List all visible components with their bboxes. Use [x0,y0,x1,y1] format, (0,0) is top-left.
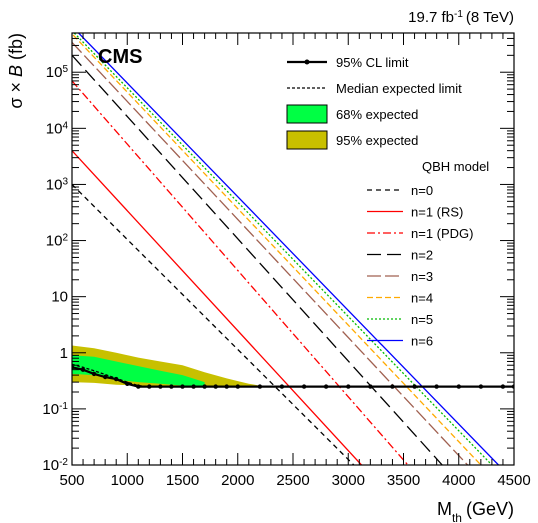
cms-label: CMS [98,46,142,68]
x-tick-label: 3000 [332,472,365,489]
legend-label: 95% CL limit [336,55,409,70]
legend-label: 95% expected [336,133,418,148]
observed-point [235,384,240,389]
legend-curve-label: n=1 (RS) [411,205,463,220]
observed-point [323,384,329,389]
legend-label: 68% expected [336,107,418,122]
y-axis-title: σ × B (fb) [6,33,26,109]
observed-point [346,384,351,389]
observed-point [368,384,373,389]
x-tick-label: 1500 [166,472,199,489]
curve-n-6 [78,33,499,465]
legend-observed-marker [304,59,310,65]
observed-point [91,371,97,377]
legend-curve-label: n=6 [411,334,433,349]
lumi-label: 19.7 fb-1 (8 TeV) [408,9,514,27]
legend-label: Median expected limit [336,81,462,96]
legend-curve-label: n=4 [411,291,433,306]
legend-curve-label: n=1 (PDG) [411,226,474,241]
legend-band68-swatch [286,104,328,124]
x-tick-label: 4500 [497,472,530,489]
observed-point [180,384,185,389]
observed-point [301,384,307,389]
curve-n-3 [72,41,469,465]
observed-point [80,367,86,372]
band-68-expected [72,355,205,387]
curve-n-5 [73,33,493,465]
observed-point [257,384,263,389]
legend-curve-label: n=3 [411,269,433,284]
expected-limit-line [72,363,514,388]
observed-point [412,384,417,389]
x-tick-label: 2000 [221,472,254,489]
legend-curve-label: n=2 [411,248,433,263]
observed-point [434,384,439,389]
observed-point [114,376,119,382]
legend-curve-label: n=0 [411,183,433,198]
curve-n-1-pdg- [72,80,409,465]
y-tick-label: 102 [46,232,69,250]
y-tick-label: 10-1 [42,400,68,418]
legend-band95-swatch [286,130,328,150]
x-tick-label: 1000 [111,472,144,489]
y-tick-label: 103 [46,176,69,194]
curve-n-0 [72,183,355,465]
curve-n-1-rs- [72,150,362,465]
legend-curve-label: n=5 [411,312,433,327]
observed-point [213,384,218,389]
observed-point [390,384,395,389]
curve-n-2 [72,54,443,465]
x-tick-label: 3500 [387,472,420,489]
observed-point [136,384,141,389]
observed-point [191,384,196,389]
plot-frame [71,32,515,466]
observed-point [478,384,484,389]
observed-point [202,384,207,389]
y-tick-label: 104 [46,120,69,138]
x-axis-title: Mth (GeV) [437,499,514,523]
observed-point [103,374,108,380]
x-tick-label: 2500 [276,472,309,489]
y-tick-label: 10-2 [42,457,68,475]
legend-model-title: QBH model [422,159,489,174]
y-tick-label: 105 [46,64,69,82]
observed-point [279,384,285,389]
x-tick-label: 500 [59,472,84,489]
observed-point [158,384,163,389]
y-tick-label: 10 [51,289,68,306]
y-tick-label: 1 [60,345,68,362]
observed-point [500,384,506,389]
observed-point [456,384,461,389]
x-tick-label: 4000 [442,472,475,489]
observed-point [125,381,130,386]
observed-point [224,384,229,389]
observed-point [169,384,174,389]
observed-point [147,384,152,389]
